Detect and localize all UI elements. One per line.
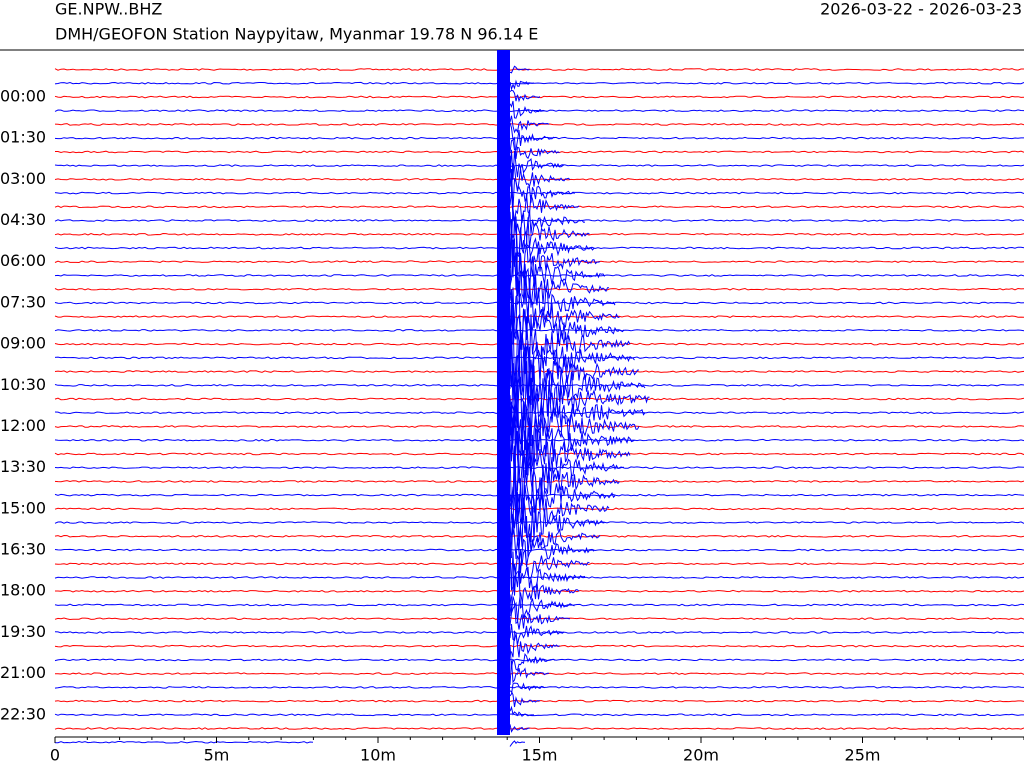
trace xyxy=(54,493,1024,497)
y-label: 21:00 xyxy=(0,663,46,682)
x-tick-label: 15m xyxy=(522,746,558,765)
trace xyxy=(54,727,1024,730)
y-label: 06:00 xyxy=(0,251,46,270)
date-range: 2026-03-22 - 2026-03-23 xyxy=(820,0,1022,19)
earthquake-signal xyxy=(497,50,650,747)
quake-wave xyxy=(509,216,590,264)
quake-wave xyxy=(509,155,571,193)
quake-wave xyxy=(509,645,556,671)
quake-wave xyxy=(509,330,640,416)
quake-wave xyxy=(509,234,601,296)
quake-wave xyxy=(509,168,575,209)
quake-wave xyxy=(509,295,625,350)
quake-wave xyxy=(509,429,625,492)
y-label: 10:30 xyxy=(0,375,46,394)
y-label: 12:00 xyxy=(0,416,46,435)
y-label: 04:30 xyxy=(0,210,46,229)
x-tick-label: 0 xyxy=(50,746,60,765)
quake-band xyxy=(497,50,510,735)
quake-wave xyxy=(509,136,560,160)
traces xyxy=(54,68,1024,744)
quake-wave xyxy=(509,550,586,596)
quake-wave xyxy=(509,601,571,630)
quake-wave xyxy=(509,335,646,428)
quake-wave xyxy=(509,740,525,747)
trace xyxy=(54,740,314,744)
quake-wave xyxy=(509,65,530,74)
y-label: 00:00 xyxy=(0,86,46,105)
quake-wave xyxy=(509,521,595,574)
quake-wave xyxy=(509,115,550,134)
x-tick-label: 20m xyxy=(683,746,719,765)
quake-wave xyxy=(509,79,535,91)
y-label: 16:30 xyxy=(0,540,46,559)
y-label: 15:00 xyxy=(0,498,46,517)
quake-wave xyxy=(509,217,595,278)
quake-wave xyxy=(509,623,565,645)
quake-wave xyxy=(509,89,541,103)
x-tick-label: 25m xyxy=(845,746,881,765)
quake-wave xyxy=(509,409,631,496)
quake-wave xyxy=(509,682,545,697)
trace xyxy=(54,356,1024,360)
trace xyxy=(54,466,1024,470)
trace xyxy=(54,603,1024,607)
x-tick-label: 10m xyxy=(360,746,396,765)
quake-wave xyxy=(509,660,549,686)
trace xyxy=(54,219,1024,222)
trace xyxy=(54,81,1024,85)
quake-wave xyxy=(509,513,601,559)
trace xyxy=(54,548,1024,552)
quake-wave xyxy=(509,100,545,119)
trace xyxy=(54,68,1024,71)
quake-wave xyxy=(509,122,556,151)
y-label: 03:00 xyxy=(0,169,46,188)
trace xyxy=(54,329,1024,332)
quake-wave xyxy=(509,592,575,625)
trace xyxy=(54,191,1024,195)
trace xyxy=(54,274,1024,277)
y-label: 09:00 xyxy=(0,334,46,353)
quake-wave xyxy=(509,149,565,180)
y-label: 13:30 xyxy=(0,457,46,476)
trace xyxy=(54,123,1024,126)
y-label: 22:30 xyxy=(0,704,46,723)
quake-wave xyxy=(509,381,640,457)
quake-wave xyxy=(509,445,620,516)
quake-wave xyxy=(509,724,530,733)
station-code: GE.NPW..BHZ xyxy=(55,0,162,19)
quake-wave xyxy=(509,208,586,240)
y-label: 19:30 xyxy=(0,622,46,641)
trace xyxy=(54,521,1024,524)
quake-wave xyxy=(509,239,605,299)
quake-wave xyxy=(509,361,650,437)
quake-wave xyxy=(509,630,560,658)
quake-wave xyxy=(509,452,616,526)
trace xyxy=(54,342,1024,346)
y-label: 01:30 xyxy=(0,128,46,147)
trace xyxy=(54,576,1024,579)
trace xyxy=(54,397,1024,401)
quake-wave xyxy=(509,690,541,708)
x-tick-label: 5m xyxy=(204,746,230,765)
y-label: 07:30 xyxy=(0,292,46,311)
trace xyxy=(55,672,1024,675)
trace xyxy=(54,205,1024,209)
y-label: 18:00 xyxy=(0,581,46,600)
quake-wave xyxy=(509,571,580,617)
trace xyxy=(54,411,1024,415)
quake-wave xyxy=(509,484,610,535)
quake-wave xyxy=(509,548,590,591)
station-description: DMH/GEOFON Station Naypyitaw, Myanmar 19… xyxy=(55,25,538,44)
trace xyxy=(54,713,1024,717)
quake-wave xyxy=(509,705,534,717)
quake-wave xyxy=(509,255,609,306)
trace xyxy=(54,686,1024,689)
